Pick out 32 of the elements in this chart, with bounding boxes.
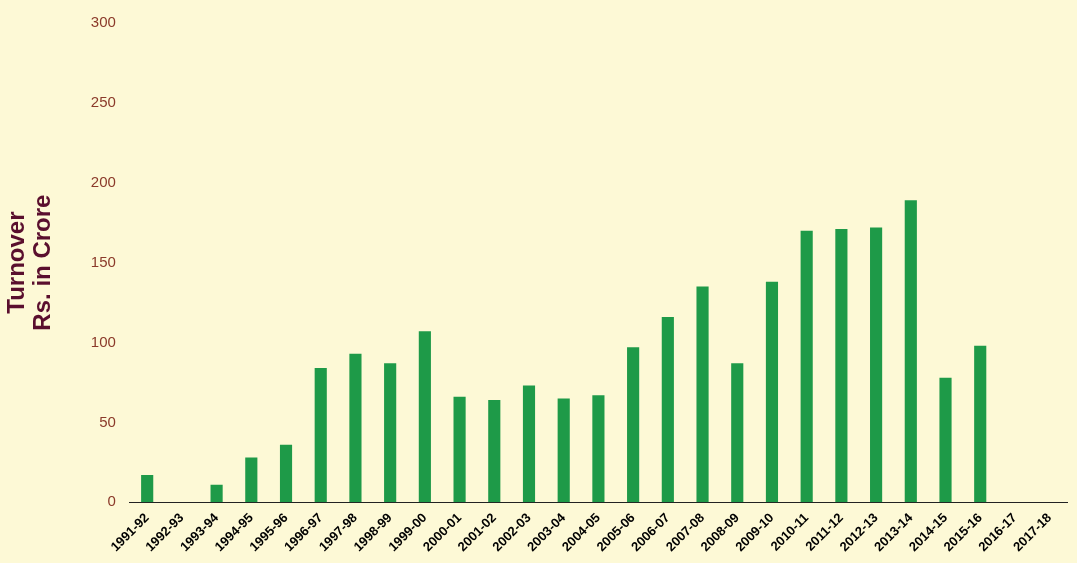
bar [384,363,397,503]
bar [592,395,605,503]
bar [870,227,883,503]
bar [939,377,952,503]
bar [696,286,709,503]
bar [245,457,258,503]
y-tick-label: 200 [90,172,116,190]
bar [522,385,536,503]
y-tick-label: 150 [90,252,116,270]
bar [627,347,640,503]
y-tick-label: 250 [90,93,116,111]
bar [314,368,327,503]
bar [418,331,431,503]
bar [279,444,293,503]
bar [210,484,223,503]
bar [488,400,501,503]
bar [974,345,987,503]
y-tick-label: 0 [107,492,116,510]
bar [800,230,813,503]
bar [765,281,779,503]
bar [661,316,674,503]
y-tick-label: 50 [99,412,116,430]
bar [453,396,466,503]
bar [731,363,744,503]
y-tick-label: 300 [90,13,116,31]
bar [557,398,570,503]
y-axis-title: Turnover Rs. in Crore [1,194,56,331]
y-tick-label: 100 [90,332,116,350]
bar [835,229,848,503]
bar [141,475,154,503]
bar [904,200,917,503]
bar [349,353,362,503]
